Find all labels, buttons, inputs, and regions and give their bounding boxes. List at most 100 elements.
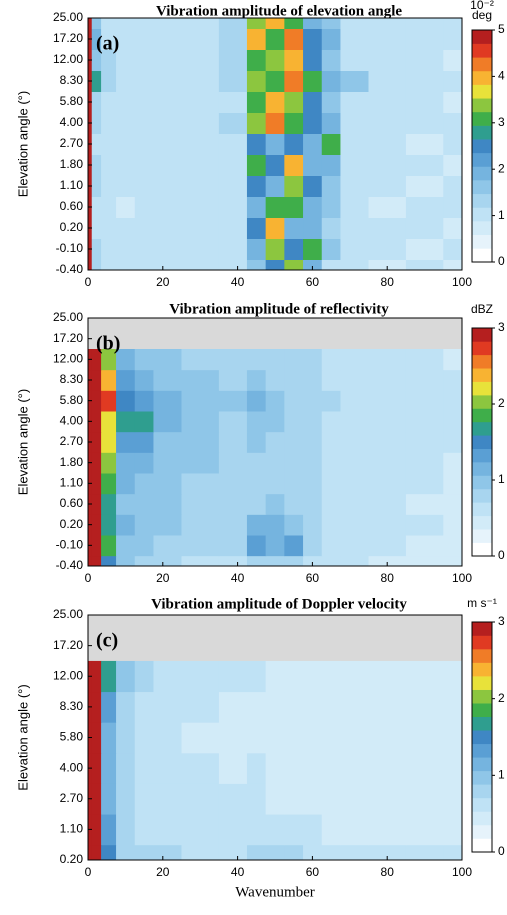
x-tick-label: 40 (231, 275, 245, 289)
x-tick-label: 20 (156, 275, 170, 289)
heat-cell (91, 70, 102, 92)
heat-cell (284, 411, 304, 433)
colorbar-band (472, 649, 492, 663)
heat-cell (246, 493, 267, 515)
y-tick-label: 17.20 (53, 638, 83, 652)
colorbar-band (472, 716, 492, 731)
heat-cell (116, 49, 136, 71)
heat-cell (265, 514, 285, 536)
heat-cell (218, 514, 248, 536)
heat-cell (116, 660, 136, 693)
heat-cell (218, 752, 248, 784)
heat-cell (153, 660, 182, 693)
heat-cell (303, 238, 323, 260)
heat-cell (368, 660, 407, 693)
x-axis-label: Wavenumber (235, 884, 315, 900)
heat-cell (443, 196, 463, 218)
heat-cell (303, 28, 323, 50)
colorbar-frame (471, 29, 493, 263)
heat-cell (443, 49, 463, 71)
heat-cell (405, 238, 444, 260)
colorbar-band (472, 207, 492, 222)
heat-cell (321, 390, 341, 412)
heat-cell (303, 411, 323, 433)
heat-cell (284, 49, 304, 71)
heat-cell (181, 133, 220, 155)
x-tick-label: 40 (231, 571, 245, 585)
heat-cell (218, 555, 248, 567)
heat-cell (368, 752, 407, 784)
heat-cell (116, 783, 136, 815)
colorbar-band (472, 435, 492, 450)
heat-cell (321, 452, 341, 474)
heat-cell (88, 555, 93, 567)
heat-cell (368, 259, 407, 271)
colorbar-band (472, 770, 492, 785)
heat-cell (321, 259, 341, 271)
heat-cell (101, 154, 117, 176)
heat-cell (134, 431, 154, 453)
heat-cell (284, 112, 304, 134)
heat-cell (246, 555, 267, 567)
heat-cell (265, 555, 285, 567)
heat-cell (181, 369, 220, 391)
heat-cell (134, 722, 154, 754)
heat-cell (368, 473, 407, 495)
heat-cell (443, 473, 463, 495)
heat-cell (368, 49, 407, 71)
heat-cell (134, 369, 154, 391)
colorbar-band (472, 221, 492, 236)
heat-cell (218, 722, 248, 754)
colorbar-band (472, 448, 492, 463)
heat-cell (116, 814, 136, 846)
heat-cell (265, 349, 285, 371)
heat-cell (340, 175, 369, 197)
colorbar-band (472, 248, 492, 263)
heat-cell (284, 28, 304, 50)
heat-cell (405, 196, 444, 218)
y-tick-label: 1.10 (60, 178, 84, 192)
heat-cell (265, 154, 285, 176)
y-tick-label: 1.80 (60, 157, 84, 171)
colorbar-band (472, 811, 492, 826)
heat-cell (303, 112, 323, 134)
heat-cell (321, 814, 341, 846)
heat-cell (101, 555, 117, 567)
chart-title: Vibration amplitude of Doppler velocity (151, 596, 407, 612)
heat-cell (265, 369, 285, 391)
heat-cell (340, 238, 369, 260)
heat-cell (218, 783, 248, 815)
y-tick-label: 12.00 (53, 52, 83, 66)
colorbar-tick-label: 0 (498, 254, 505, 268)
heat-cell (153, 18, 182, 29)
heat-cell (405, 431, 444, 453)
colorbar-tick-label: 1 (498, 208, 505, 222)
heat-cell (265, 431, 285, 453)
heat-cell (321, 535, 341, 557)
heat-cell (340, 722, 369, 754)
heat-cell (340, 431, 369, 453)
heat-cell (101, 133, 117, 155)
heat-cell (284, 844, 304, 861)
heat-cell (91, 196, 102, 218)
heat-cell (340, 535, 369, 557)
heat-cell (101, 259, 117, 271)
heat-cell (443, 493, 463, 515)
colorbar-band (472, 421, 492, 436)
heat-cell (303, 217, 323, 239)
heat-cell (134, 217, 154, 239)
colorbar-band (472, 757, 492, 772)
y-tick-label: 5.80 (60, 94, 84, 108)
heat-cell (368, 196, 407, 218)
heat-cell (405, 349, 444, 371)
heat-cell (265, 112, 285, 134)
heat-cell (443, 91, 463, 113)
heat-cell (443, 133, 463, 155)
heat-cell (134, 493, 154, 515)
heat-cell (153, 722, 182, 754)
y-tick-label: 5.80 (60, 393, 84, 407)
heat-cell (405, 514, 444, 536)
heat-cell (265, 133, 285, 155)
heat-cell (153, 91, 182, 113)
heat-cell (218, 411, 248, 433)
